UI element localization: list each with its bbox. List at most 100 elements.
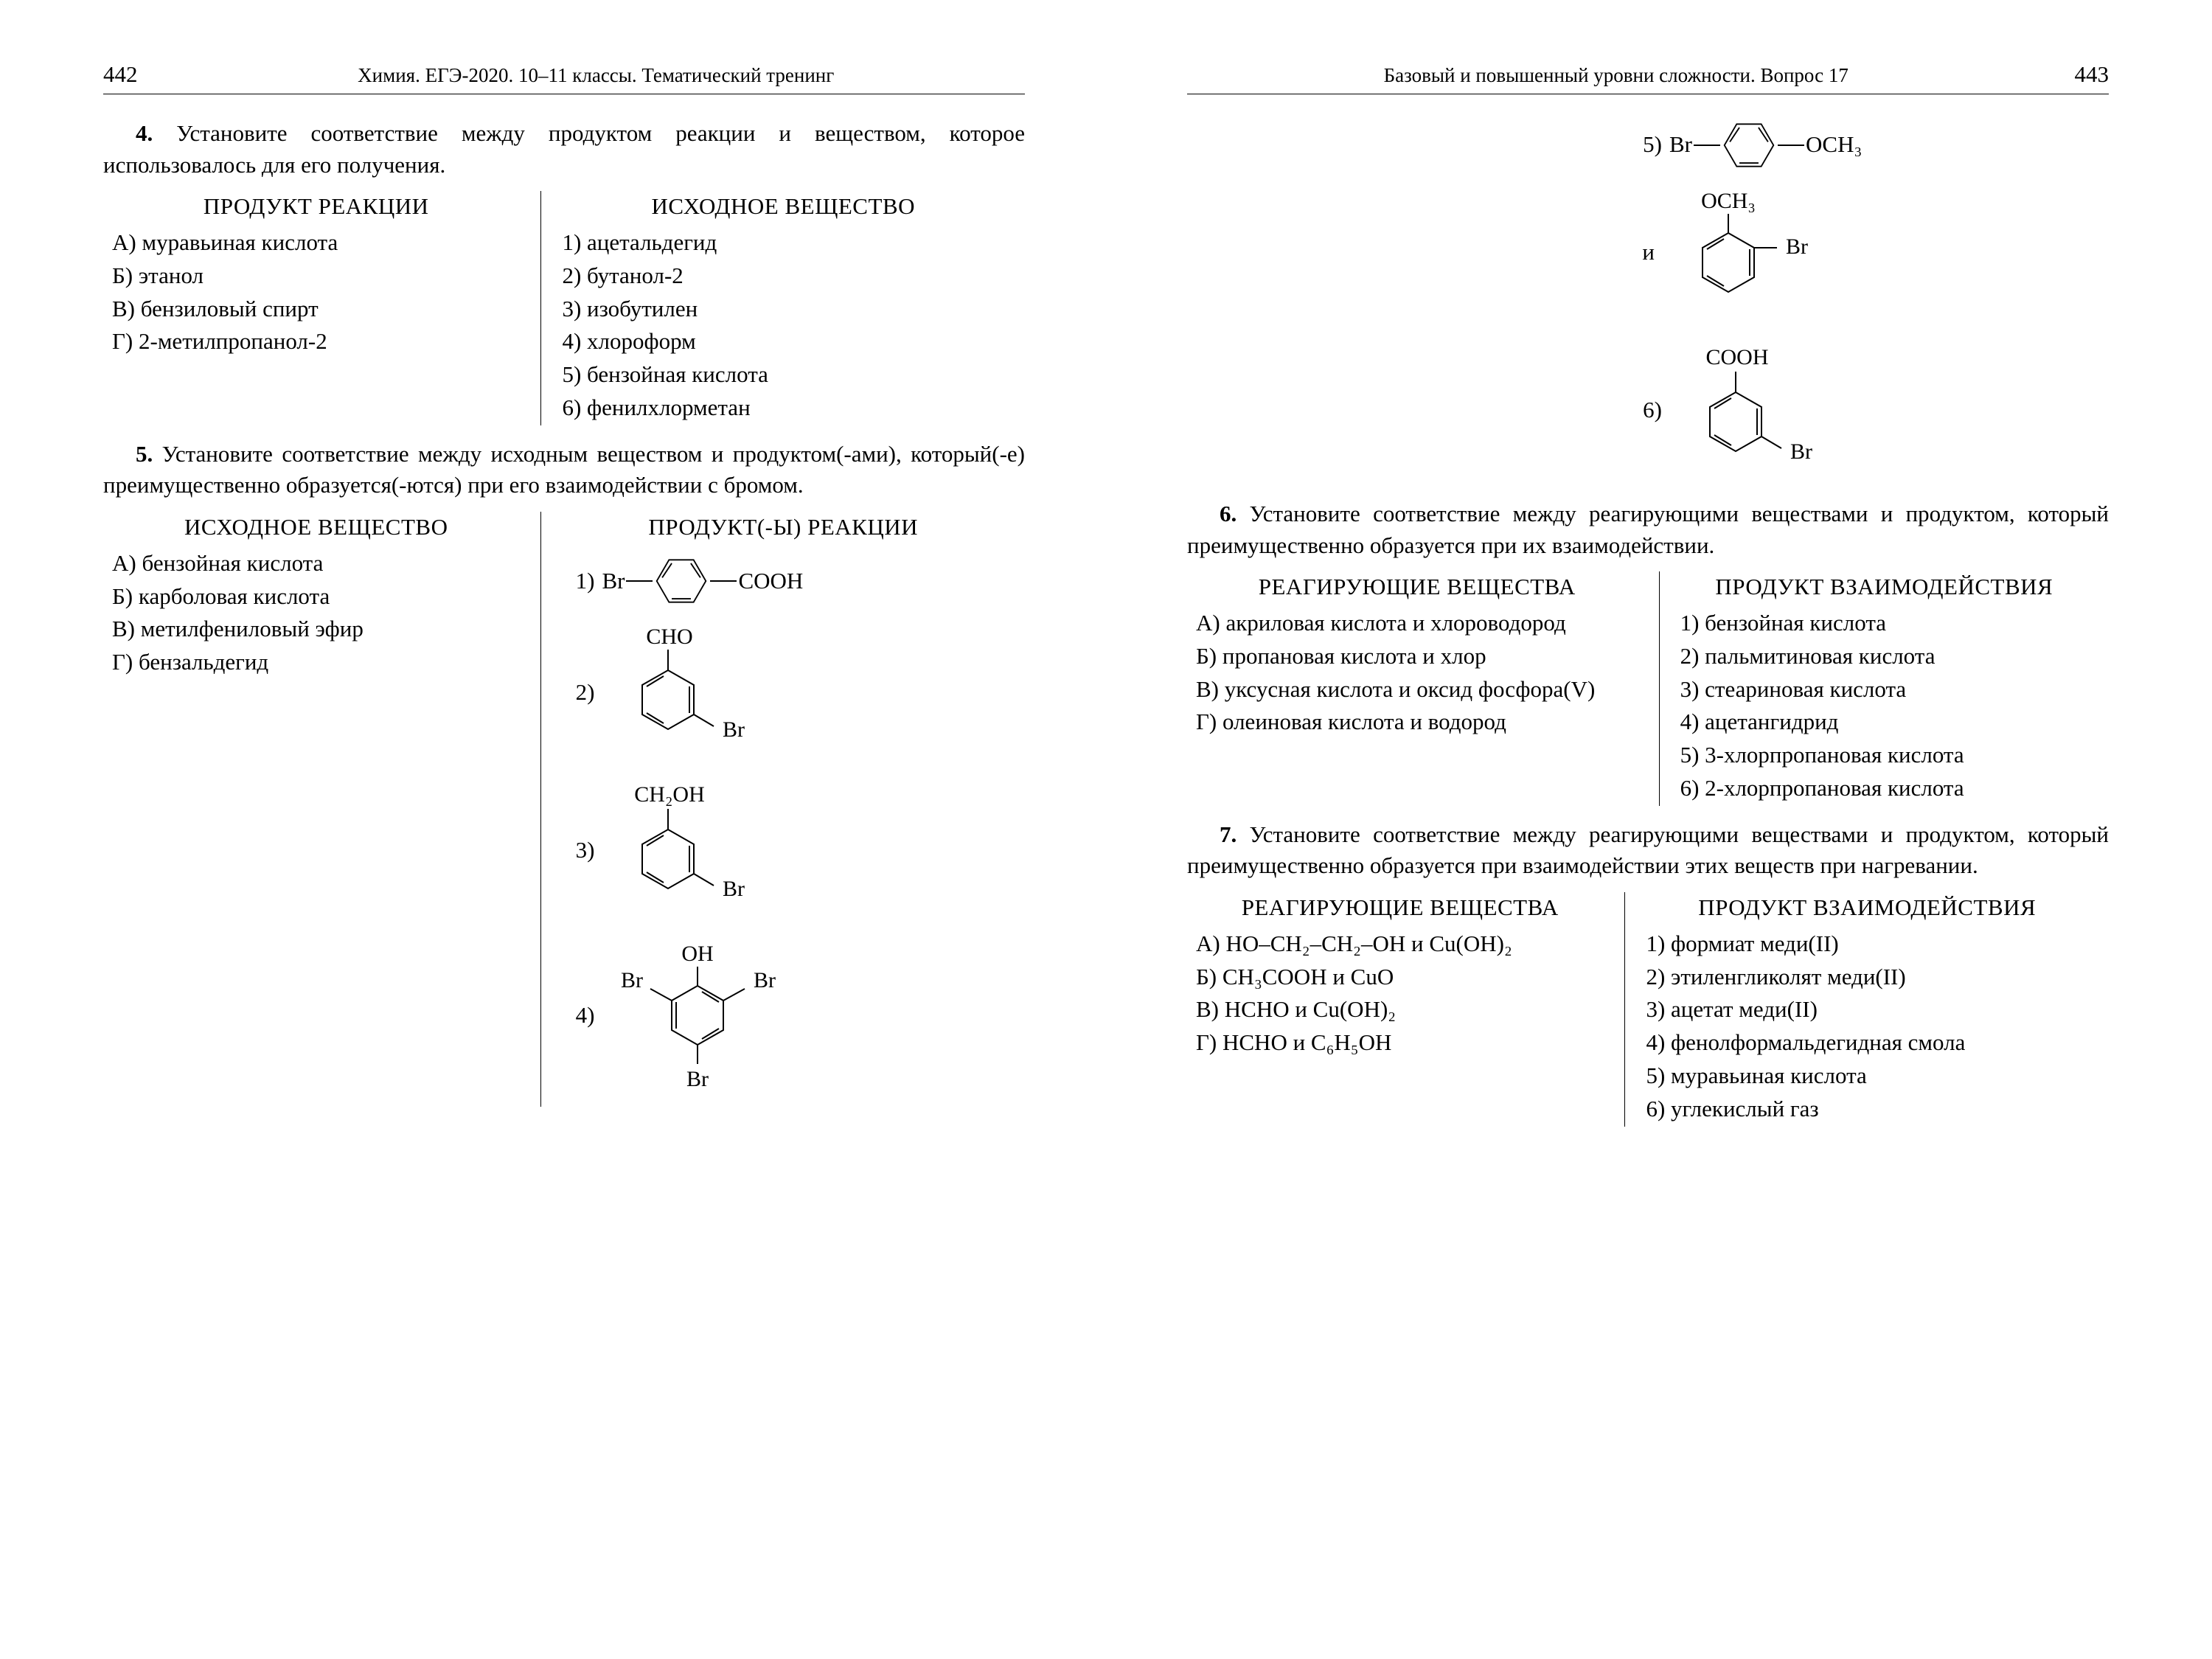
bond-icon bbox=[1776, 142, 1806, 149]
list-item: 1) формиат меди(II) bbox=[1646, 928, 2088, 960]
list-item: 1) ацетальдегид bbox=[562, 227, 1004, 259]
list-item: 5) муравьиная кислота bbox=[1646, 1060, 2088, 1092]
label-oh: OH bbox=[682, 942, 714, 966]
chem-structure-icon: CH₂OH Br bbox=[602, 776, 779, 924]
list-item: В) метилфениловый эфир bbox=[112, 613, 520, 645]
list-item: 4) хлороформ bbox=[562, 326, 1004, 358]
list-item: 6) фенилхлорметан bbox=[562, 392, 1004, 424]
q5-product-5b: и OCH₃ Br bbox=[1622, 183, 2109, 323]
page-right: 443 Базовый и повышенный уровни сложност… bbox=[1106, 0, 2212, 1659]
q5-col-left: ИСХОДНОЕ ВЕЩЕСТВО А) бензойная кислота Б… bbox=[103, 512, 540, 680]
label-cooh: COOH bbox=[1705, 345, 1768, 369]
q5-col-right: ПРОДУКТ(-Ы) РЕАКЦИИ 1) Br COOH bbox=[540, 512, 1025, 1107]
benzene-icon bbox=[1722, 118, 1776, 173]
q5-continuation: 5) Br OCH₃ и bbox=[1630, 118, 2109, 488]
chem-structure-icon: CHO Br bbox=[602, 619, 764, 766]
label-br: Br bbox=[621, 968, 643, 992]
q5-prompt: 5. Установите соответствие между исходны… bbox=[103, 439, 1025, 502]
label-br: Br bbox=[754, 968, 776, 992]
q6-left-title: РЕАГИРУЮЩИЕ ВЕЩЕСТВА bbox=[1196, 571, 1638, 603]
q4-left-title: ПРОДУКТ РЕАКЦИИ bbox=[112, 191, 520, 223]
q5-left-title: ИСХОДНОЕ ВЕЩЕСТВО bbox=[112, 512, 520, 543]
book-spread: 442 Химия. ЕГЭ-2020. 10–11 классы. Темат… bbox=[0, 0, 2212, 1659]
chem-structure-icon: COOH Br bbox=[1669, 333, 1846, 488]
q7-prompt: 7. Установите соответствие между реагиру… bbox=[1187, 819, 2109, 883]
q5-right-title: ПРОДУКТ(-Ы) РЕАКЦИИ bbox=[562, 512, 1004, 543]
list-item: Г) бензальдегид bbox=[112, 647, 520, 678]
q7-col-left: РЕАГИРУЮЩИЕ ВЕЩЕСТВА А) HO–CH₂–CH₂–OH и … bbox=[1187, 892, 1624, 1126]
label-br: Br bbox=[1786, 234, 1808, 259]
list-item: В) уксусная кислота и оксид фосфора(V) bbox=[1196, 674, 1638, 706]
list-item: 4) фенолформальдегидная смола bbox=[1646, 1027, 2088, 1059]
benzene-icon bbox=[654, 554, 709, 608]
q7-left-title: РЕАГИРУЮЩИЕ ВЕЩЕСТВА bbox=[1196, 892, 1604, 924]
running-head-right: 443 Базовый и повышенный уровни сложност… bbox=[1187, 59, 2109, 94]
q4-left-list: А) муравьиная кислота Б) этанол В) бензи… bbox=[112, 227, 520, 358]
page-left: 442 Химия. ЕГЭ-2020. 10–11 классы. Темат… bbox=[0, 0, 1106, 1659]
list-item: 1) бензойная кислота bbox=[1680, 608, 2088, 639]
q5-product-4: 4) OH bbox=[562, 934, 1004, 1096]
list-item: Г) олеиновая кислота и водород bbox=[1196, 706, 1638, 738]
list-item: Б) пропановая кислота и хлор bbox=[1196, 641, 1638, 672]
q5-product-3: 3) CH₂OH Br bbox=[562, 776, 1004, 924]
q7-col-right: ПРОДУКТ ВЗАИМОДЕЙСТВИЯ 1) формиат меди(I… bbox=[1624, 892, 2109, 1126]
q4-right-title: ИСХОДНОЕ ВЕЩЕСТВО bbox=[562, 191, 1004, 223]
page-number-left: 442 bbox=[103, 59, 138, 91]
page-number-right: 443 bbox=[2075, 59, 2110, 91]
q5-left-list: А) бензойная кислота Б) карболовая кисло… bbox=[112, 548, 520, 678]
list-item: 6) 2-хлорпропановая кислота bbox=[1680, 773, 2088, 804]
q5-product-6: 6) COOH Br bbox=[1630, 333, 2109, 488]
q6-columns: РЕАГИРУЮЩИЕ ВЕЩЕСТВА А) акриловая кислот… bbox=[1187, 571, 2109, 805]
q5-product-5a: 5) Br OCH₃ bbox=[1630, 118, 2109, 173]
q7-number: 7. bbox=[1220, 821, 1237, 847]
q4-col-left: ПРОДУКТ РЕАКЦИИ А) муравьиная кислота Б)… bbox=[103, 191, 540, 425]
list-item: А) акриловая кислота и хлороводород bbox=[1196, 608, 1638, 639]
list-item: 2) этиленгликолят меди(II) bbox=[1646, 961, 2088, 993]
q6-prompt: 6. Установите соответствие между реагиру… bbox=[1187, 498, 2109, 562]
q4-text: Установите соответствие между продуктом … bbox=[103, 120, 1025, 178]
q5-p2-label: 2) bbox=[562, 677, 602, 709]
list-item: 3) изобутилен bbox=[562, 293, 1004, 325]
label-cooh: COOH bbox=[738, 566, 803, 597]
list-item: 6) углекислый газ bbox=[1646, 1093, 2088, 1125]
q7-text: Установите соответствие между реагирующи… bbox=[1187, 821, 2109, 879]
label-br: Br bbox=[1790, 439, 1812, 464]
q5-p3-label: 3) bbox=[562, 835, 602, 866]
label-br: Br bbox=[723, 877, 745, 901]
q5-p5-label: 5) bbox=[1630, 129, 1669, 161]
q4-columns: ПРОДУКТ РЕАКЦИИ А) муравьиная кислота Б)… bbox=[103, 191, 1025, 425]
q5-number: 5. bbox=[136, 441, 153, 467]
q6-col-left: РЕАГИРУЮЩИЕ ВЕЩЕСТВА А) акриловая кислот… bbox=[1187, 571, 1659, 805]
q6-right-list: 1) бензойная кислота 2) пальмитиновая ки… bbox=[1680, 608, 2088, 804]
list-item: В) бензиловый спирт bbox=[112, 293, 520, 325]
q6-left-list: А) акриловая кислота и хлороводород Б) п… bbox=[1196, 608, 1638, 738]
bond-icon bbox=[1692, 142, 1722, 149]
bond-icon bbox=[709, 577, 738, 585]
q5-p4-label: 4) bbox=[562, 1000, 602, 1032]
label-och3: OCH₃ bbox=[1701, 189, 1756, 213]
list-item: В) HCHO и Cu(OH)₂ bbox=[1196, 994, 1604, 1026]
bond-icon bbox=[625, 577, 654, 585]
q5-product-1: 1) Br COOH bbox=[562, 554, 1004, 608]
q6-right-title: ПРОДУКТ ВЗАИМОДЕЙСТВИЯ bbox=[1680, 571, 2088, 603]
q6-text: Установите соответствие между реагирующи… bbox=[1187, 501, 2109, 558]
label-br: Br bbox=[602, 566, 625, 597]
q6-number: 6. bbox=[1220, 501, 1237, 526]
list-item: Б) CH₃COOH и CuO bbox=[1196, 961, 1604, 993]
list-item: Б) карболовая кислота bbox=[112, 581, 520, 613]
list-item: Б) этанол bbox=[112, 260, 520, 292]
q4-right-list: 1) ацетальдегид 2) бутанол-2 3) изобутил… bbox=[562, 227, 1004, 424]
chem-structure-icon: OCH₃ Br bbox=[1662, 183, 1861, 323]
q7-right-title: ПРОДУКТ ВЗАИМОДЕЙСТВИЯ bbox=[1646, 892, 2088, 924]
running-title-right: Базовый и повышенный уровни сложности. В… bbox=[1187, 62, 2045, 89]
q6-col-right: ПРОДУКТ ВЗАИМОДЕЙСТВИЯ 1) бензойная кисл… bbox=[1659, 571, 2109, 805]
list-item: А) муравьиная кислота bbox=[112, 227, 520, 259]
q5-columns: ИСХОДНОЕ ВЕЩЕСТВО А) бензойная кислота Б… bbox=[103, 512, 1025, 1107]
list-item: А) HO–CH₂–CH₂–OH и Cu(OH)₂ bbox=[1196, 928, 1604, 960]
list-item: 4) ацетангидрид bbox=[1680, 706, 2088, 738]
q7-right-list: 1) формиат меди(II) 2) этиленгликолят ме… bbox=[1646, 928, 2088, 1125]
list-item: 2) бутанол-2 bbox=[562, 260, 1004, 292]
list-item: Г) 2-метилпропанол-2 bbox=[112, 326, 520, 358]
label-br: Br bbox=[1669, 129, 1692, 161]
list-item: 3) стеариновая кислота bbox=[1680, 674, 2088, 706]
